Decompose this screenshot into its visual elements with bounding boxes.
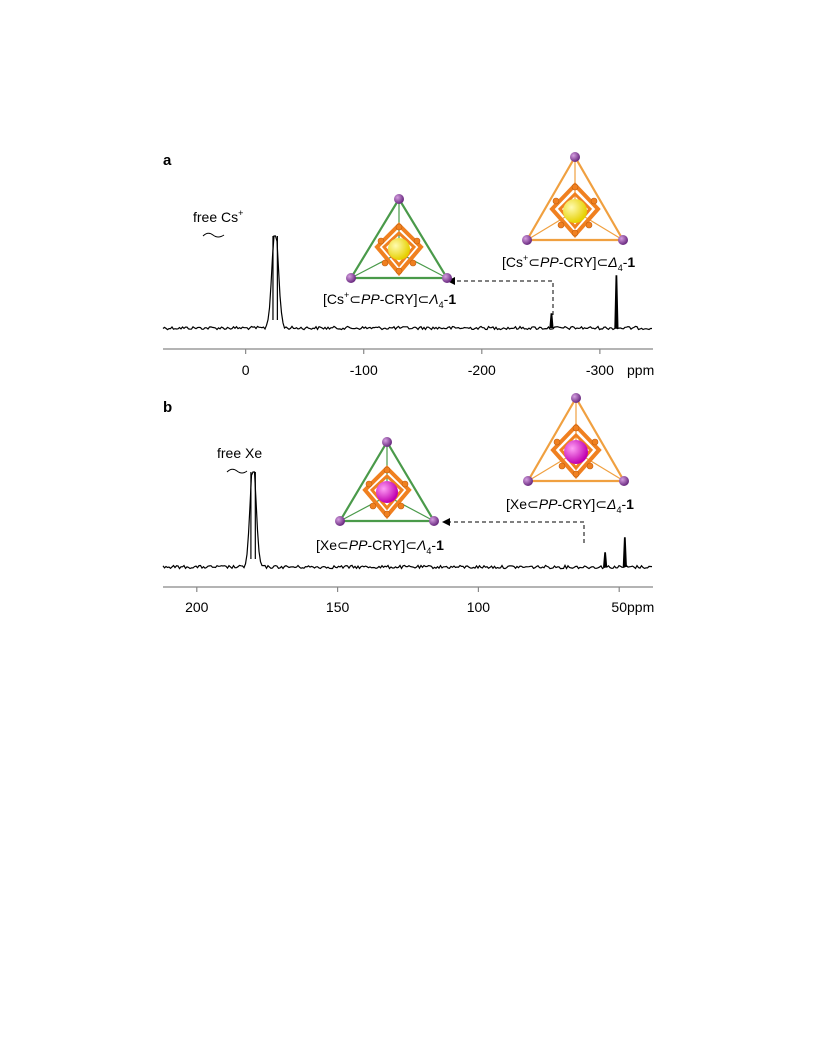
delta-label-a: [Cs+⊂PP-CRY]⊂Δ4-1	[502, 253, 635, 273]
vertex-sphere	[335, 516, 345, 526]
vertex-sphere	[429, 516, 439, 526]
vertex-sphere	[571, 393, 581, 403]
vertex-sphere	[523, 476, 533, 486]
lambda-cage-xe	[335, 437, 439, 526]
x-tick-label: 200	[185, 599, 209, 615]
cs-guest-sphere	[388, 238, 410, 260]
vertex-sphere	[346, 273, 356, 283]
x-tick-label: -100	[350, 362, 378, 378]
x-tick-label: 50	[611, 599, 627, 615]
panel-b-label: b	[163, 399, 172, 416]
delta-label-b: [Xe⊂PP-CRY]⊂Δ4-1	[506, 496, 634, 515]
lambda-complex-peak	[603, 552, 608, 568]
x-tick-label: -200	[468, 362, 496, 378]
free-cs-text: free Cs	[193, 209, 238, 225]
free-cs-charge: +	[238, 208, 243, 218]
delta-cage-cs	[522, 152, 628, 245]
x-tick-label: 150	[326, 599, 350, 615]
vertex-sphere	[619, 476, 629, 486]
xe-guest-sphere	[376, 481, 398, 503]
free-xe-label: free Xe	[217, 445, 262, 461]
vertex-sphere	[522, 235, 532, 245]
spectrum-a-peaks	[272, 236, 619, 329]
lambda-cage-cs	[346, 194, 452, 283]
cage-core	[374, 222, 424, 277]
x-ticks-b: 200 150 100 50	[185, 587, 627, 615]
lambda-label-a: [Cs+⊂PP-CRY]⊂Λ4-1	[323, 290, 456, 310]
peak-break-mark-b	[226, 468, 248, 474]
delta-cage-xe	[523, 393, 629, 486]
delta-cage-edges	[525, 154, 625, 242]
vertex-sphere	[570, 152, 580, 162]
free-cs-label: free Cs+	[193, 208, 243, 225]
peak-break-mark-a	[202, 232, 225, 238]
x-tick-label: -300	[586, 362, 614, 378]
spectrum-a-line	[162, 235, 652, 331]
vertex-sphere	[382, 437, 392, 447]
vertex-sphere	[394, 194, 404, 204]
x-tick-label: 100	[467, 599, 491, 615]
x-unit-a: ppm	[627, 362, 654, 378]
panel-a: a free Cs+ 0 -100 -200 -300 ppm	[162, 152, 654, 378]
x-tick-label: 0	[242, 362, 250, 378]
delta-complex-peak	[622, 537, 627, 568]
vertex-sphere	[618, 235, 628, 245]
lambda-label-b: [Xe⊂PP-CRY]⊂Λ4-1	[316, 537, 444, 556]
spectrum-b-peaks	[250, 472, 627, 568]
x-ticks-a: 0 -100 -200 -300	[242, 349, 614, 378]
assignment-arrow-b	[442, 518, 585, 543]
lambda-complex-peak	[549, 313, 554, 329]
panel-a-label: a	[163, 152, 172, 169]
delta-complex-peak	[614, 275, 619, 329]
lambda-cage-edges	[349, 196, 449, 280]
xe-guest-sphere	[564, 440, 588, 464]
x-unit-b: ppm	[627, 599, 654, 615]
assignment-arrow-a	[447, 277, 554, 315]
cs-guest-sphere	[563, 199, 587, 223]
spectrum-b-line	[162, 471, 653, 570]
vertex-sphere	[442, 273, 452, 283]
panel-b: b free Xe 200 150 100 50 ppm [Xe⊂PP-CR	[162, 393, 654, 615]
